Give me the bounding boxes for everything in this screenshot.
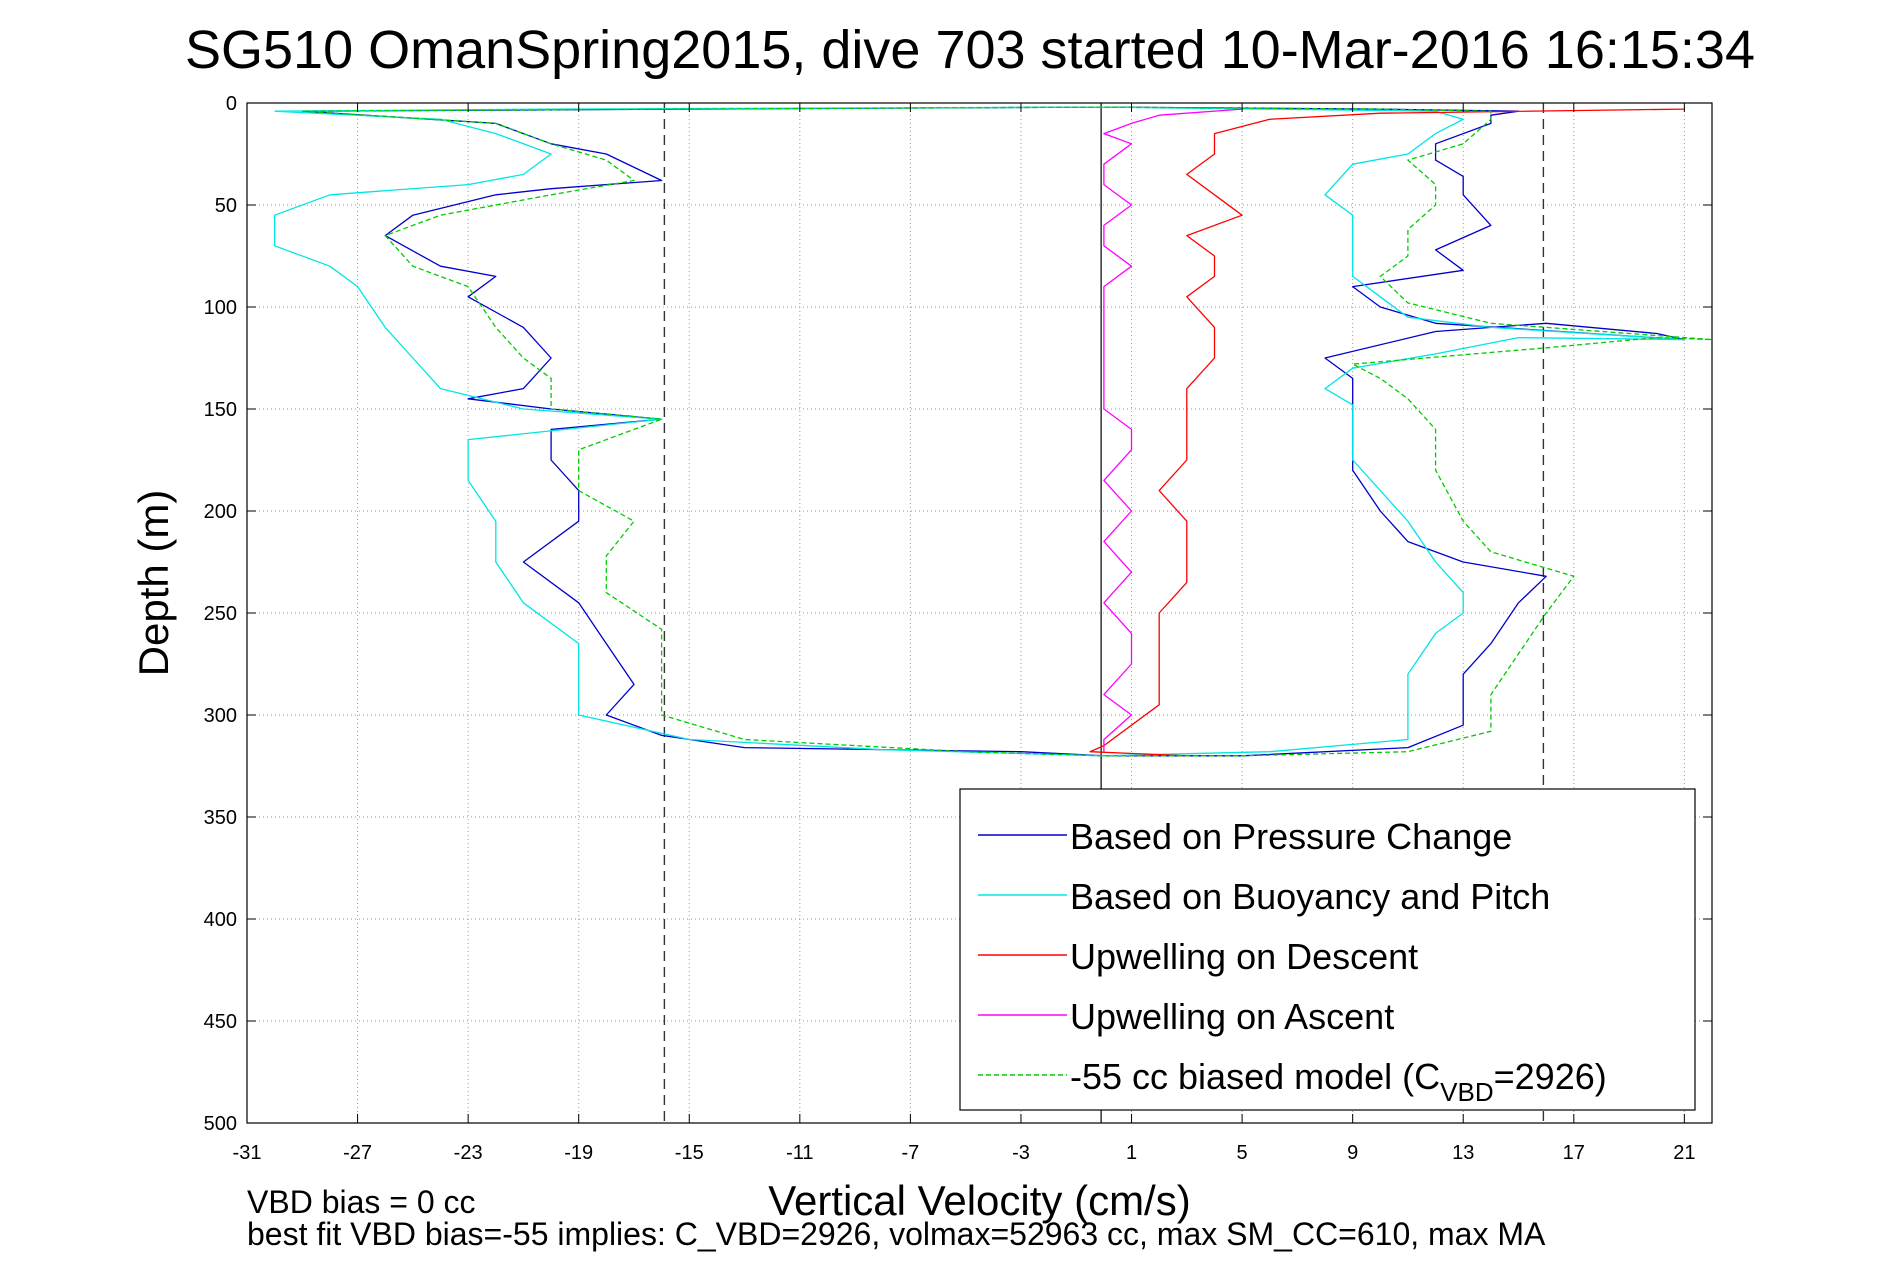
x-axis-title: Vertical Velocity (cm/s) bbox=[768, 1177, 1190, 1224]
legend: Based on Pressure Change Based on Buoyanc… bbox=[959, 788, 1696, 1111]
chart-title: SG510 OmanSpring2015, dive 703 started 1… bbox=[185, 20, 1755, 80]
y-tick-label: 300 bbox=[204, 705, 237, 727]
series-line-4 bbox=[1103, 108, 1243, 752]
y-tick-label: 200 bbox=[204, 501, 237, 523]
y-tick-label: 500 bbox=[204, 1113, 237, 1135]
legend-label-5: -55 cc biased model (CVBD=2926) bbox=[1070, 1056, 1607, 1107]
x-tick-label: -23 bbox=[454, 1142, 483, 1164]
y-tick-label: 350 bbox=[204, 807, 237, 829]
series-line-3 bbox=[1089, 108, 1685, 757]
footer-line-1: VBD bias = 0 cc bbox=[247, 1184, 476, 1220]
x-tick-label: 13 bbox=[1452, 1142, 1474, 1164]
y-tick-label: 450 bbox=[204, 1011, 237, 1033]
legend-label-2: Based on Buoyancy and Pitch bbox=[1070, 876, 1550, 917]
legend-label-1: Based on Pressure Change bbox=[1070, 816, 1512, 857]
series-line-1 bbox=[302, 106, 1686, 757]
x-tick-label: 17 bbox=[1563, 1142, 1585, 1164]
x-tick-label: 1 bbox=[1126, 1142, 1137, 1164]
y-tick-label: 150 bbox=[204, 399, 237, 421]
y-tick-label: 400 bbox=[204, 909, 237, 931]
legend-label-3: Upwelling on Descent bbox=[1070, 936, 1418, 977]
x-tick-label: -31 bbox=[233, 1142, 262, 1164]
series-group bbox=[273, 106, 1713, 757]
series-line-5 bbox=[302, 106, 1713, 757]
x-tick-label: -11 bbox=[786, 1142, 813, 1164]
y-tick-label: 50 bbox=[215, 195, 237, 217]
legend-box bbox=[959, 788, 1696, 1111]
y-tick-label: 0 bbox=[226, 93, 237, 115]
x-tick-label: 9 bbox=[1347, 1142, 1358, 1164]
legend-label-4: Upwelling on Ascent bbox=[1070, 996, 1394, 1037]
y-axis-ticks: 0 50 100 150 200 250 300 350 400 450 500 bbox=[204, 93, 1712, 1135]
x-tick-label: -27 bbox=[343, 1142, 372, 1164]
y-axis-title: Depth (m) bbox=[130, 490, 177, 677]
x-tick-label: -7 bbox=[901, 1142, 919, 1164]
x-tick-label: -3 bbox=[1012, 1142, 1030, 1164]
series-line-2 bbox=[273, 106, 1686, 757]
y-tick-label: 250 bbox=[204, 603, 237, 625]
x-tick-label: 21 bbox=[1673, 1142, 1695, 1164]
x-tick-label: -15 bbox=[675, 1142, 704, 1164]
footer-line-2: best fit VBD bias=-55 implies: C_VBD=292… bbox=[247, 1216, 1546, 1252]
x-tick-label: 5 bbox=[1237, 1142, 1248, 1164]
y-tick-label: 100 bbox=[204, 297, 237, 319]
x-tick-label: -19 bbox=[564, 1142, 593, 1164]
x-axis-ticks: -31 -27 -23 -19 -15 -11 -7 -3 1 5 9 13 17 21 bbox=[233, 103, 1695, 1164]
